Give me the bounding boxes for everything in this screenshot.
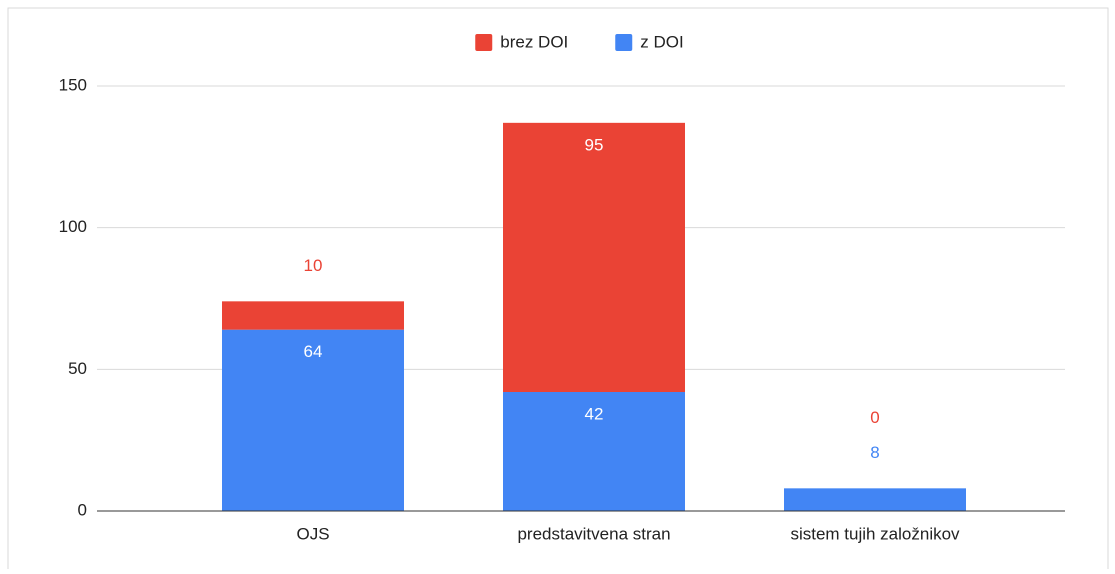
bar-segment	[503, 392, 685, 511]
x-tick-label: OJS	[296, 524, 329, 543]
data-label: 42	[585, 404, 604, 423]
y-tick-label: 0	[78, 500, 87, 519]
data-label: 0	[870, 408, 879, 427]
bar-segment	[503, 122, 685, 392]
bar-segment	[784, 488, 966, 511]
legend-swatch	[475, 34, 493, 51]
y-tick-label: 100	[59, 217, 87, 236]
legend-label: z DOI	[640, 32, 683, 51]
data-label: 8	[870, 443, 879, 462]
x-tick-label: predstavitvena stran	[517, 524, 670, 543]
y-tick-label: 150	[59, 75, 87, 94]
legend-swatch	[615, 34, 633, 51]
y-tick-label: 50	[68, 359, 87, 378]
data-label: 10	[304, 256, 323, 275]
data-label: 64	[304, 342, 323, 361]
data-label: 95	[585, 135, 604, 154]
legend-label: brez DOI	[500, 32, 568, 51]
x-tick-label: sistem tujih založnikov	[790, 524, 960, 543]
bar-segment	[222, 301, 404, 330]
bar-segment	[222, 329, 404, 511]
